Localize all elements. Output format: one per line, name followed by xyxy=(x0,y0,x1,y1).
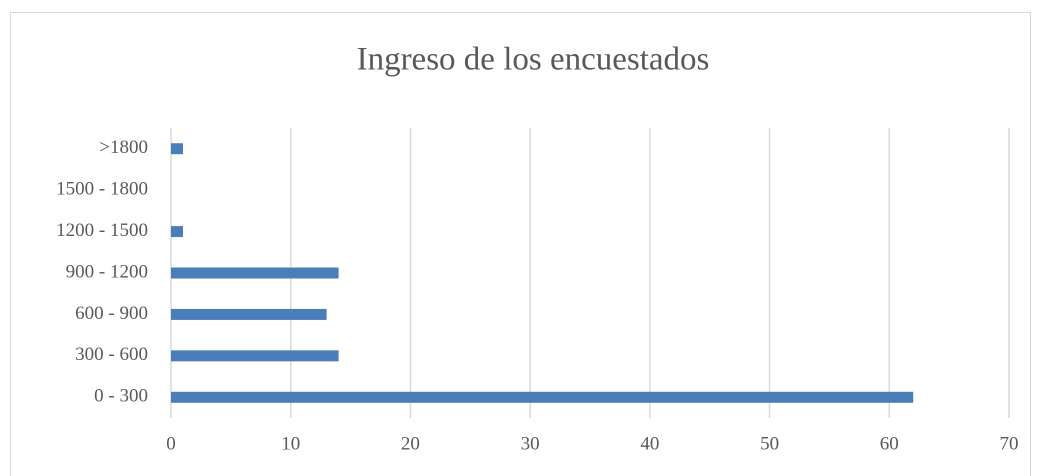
y-tick-label: >1800 xyxy=(99,137,148,158)
x-tick-label: 0 xyxy=(166,433,176,454)
y-tick-label: 1200 - 1500 xyxy=(56,220,148,241)
bar xyxy=(171,391,914,403)
bar xyxy=(171,267,339,279)
bar xyxy=(171,143,183,155)
x-tick-label: 30 xyxy=(521,433,540,454)
bar xyxy=(171,308,327,320)
y-tick-label: 600 - 900 xyxy=(75,303,148,324)
y-tick-label: 0 - 300 xyxy=(94,386,148,407)
x-tick-label: 40 xyxy=(640,433,659,454)
bar xyxy=(171,350,339,362)
chart-title: Ingreso de los encuestados xyxy=(357,42,710,78)
x-tick-label: 70 xyxy=(1000,433,1019,454)
x-tick-label: 10 xyxy=(281,433,300,454)
x-tick-label: 50 xyxy=(760,433,779,454)
x-tick-label: 60 xyxy=(880,433,899,454)
y-tick-label: 900 - 1200 xyxy=(66,261,148,282)
x-tick-label: 20 xyxy=(401,433,420,454)
y-tick-label: 1500 - 1800 xyxy=(56,179,148,200)
y-tick-label: 300 - 600 xyxy=(75,344,148,365)
chart-frame xyxy=(10,12,1031,476)
bar xyxy=(171,226,183,238)
